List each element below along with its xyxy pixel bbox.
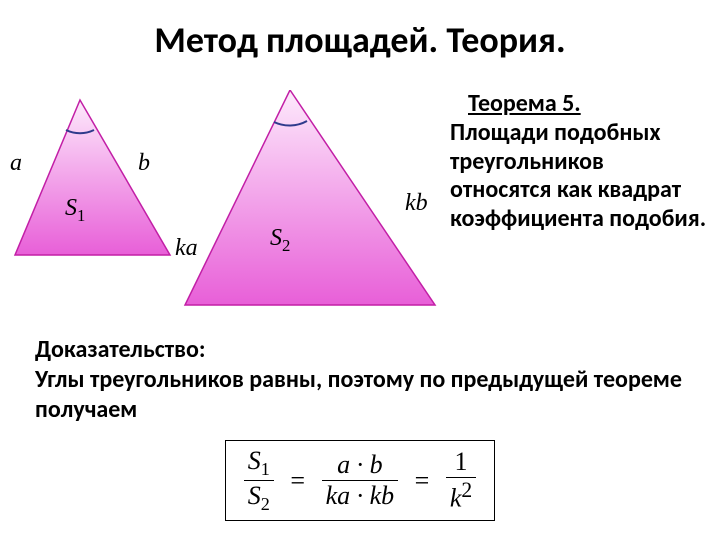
formula-block: S1 S2 = a · b ka · kb = 1 k2 (0, 440, 720, 521)
triangle-1 (15, 100, 170, 255)
label-ka: ka (175, 235, 198, 262)
theorem-title: Теорема 5. (450, 90, 710, 119)
triangle-2 (185, 90, 435, 305)
label-s2: S2 (270, 225, 290, 256)
theorem-body: Площади подобных треугольников относятся… (450, 118, 706, 233)
label-kb: kb (405, 190, 428, 217)
label-a: a (10, 150, 22, 177)
label-s1: S1 (65, 195, 85, 226)
slide-title: Метод площадей. Теория. (0, 18, 720, 62)
frac-ab-kakb: a · b ka · kb (322, 450, 399, 511)
proof-text: Доказательство: Углы треугольников равны… (35, 335, 695, 425)
frac-s1-s2: S1 S2 (244, 446, 274, 515)
triangles-diagram: a b S1 ka kb S2 (10, 90, 450, 310)
theorem-block: Теорема 5. Площади подобных треугольнико… (450, 90, 710, 234)
label-b: b (138, 150, 150, 177)
frac-1-k2: 1 k2 (446, 447, 476, 514)
